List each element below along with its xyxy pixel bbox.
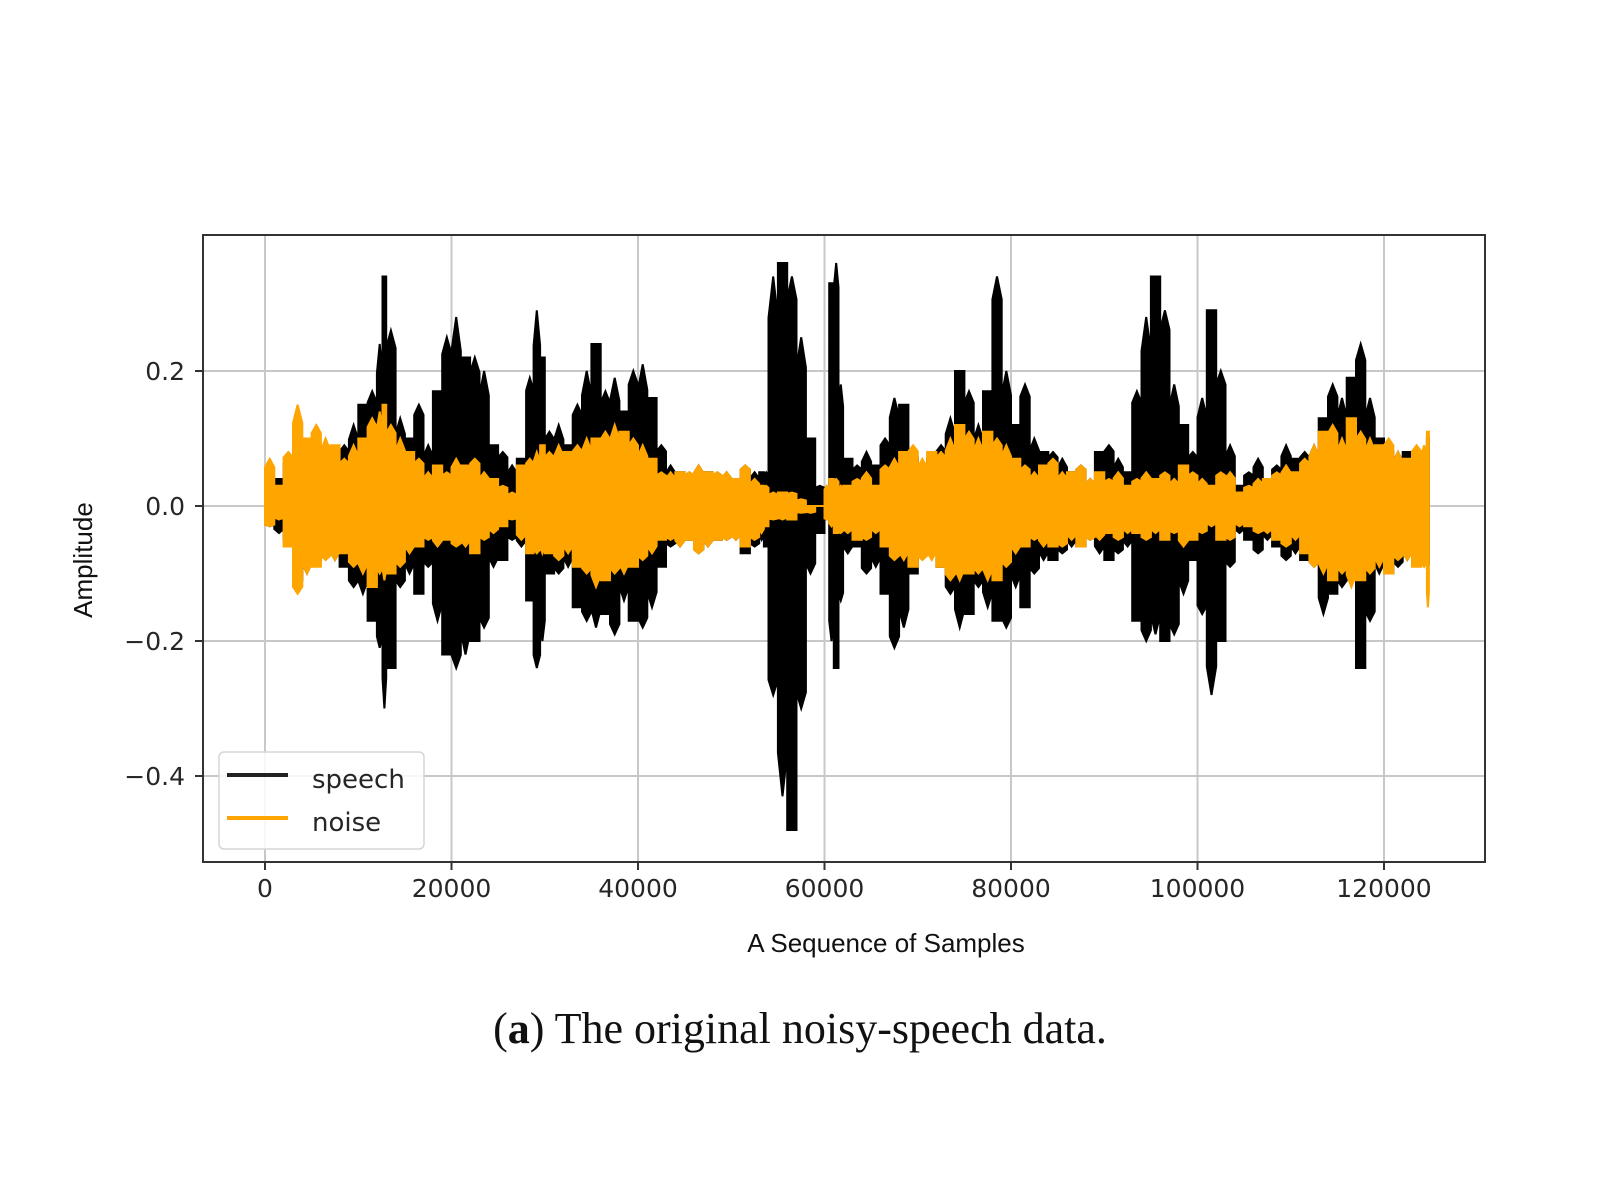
y-tick-label: −0.4 — [124, 762, 185, 791]
noise-series — [264, 403, 1430, 608]
x-axis-label: A Sequence of Samples — [747, 928, 1025, 958]
axes-frame — [202, 234, 1486, 863]
y-axis-ticks: 0.2 0.0 −0.2 −0.4 — [124, 357, 203, 791]
x-tick-label: 100000 — [1150, 874, 1245, 903]
y-tick-label: 0.0 — [145, 492, 185, 521]
figure-caption: (a) The original noisy-speech data. — [493, 1004, 1107, 1053]
x-tick-label: 60000 — [785, 874, 865, 903]
x-tick-label: 40000 — [598, 874, 678, 903]
y-tick-label: 0.2 — [145, 357, 185, 386]
speech-series — [264, 262, 1430, 831]
x-tick-label: 20000 — [412, 874, 492, 903]
x-tick-label: 80000 — [971, 874, 1051, 903]
x-tick-label: 0 — [257, 874, 273, 903]
legend: speech noise — [218, 751, 425, 850]
legend-speech-label: speech — [312, 765, 405, 795]
caption-label: a — [507, 1004, 530, 1053]
x-tick-label: 120000 — [1336, 874, 1431, 903]
y-tick-label: −0.2 — [124, 627, 185, 656]
x-axis-ticks: 0 20000 40000 60000 80000 100000 120000 — [257, 862, 1432, 903]
y-axis-label: Amplitude — [68, 502, 98, 618]
caption-text: The original noisy-speech data. — [554, 1004, 1107, 1053]
plot-area — [264, 262, 1430, 831]
legend-noise-label: noise — [312, 808, 381, 838]
